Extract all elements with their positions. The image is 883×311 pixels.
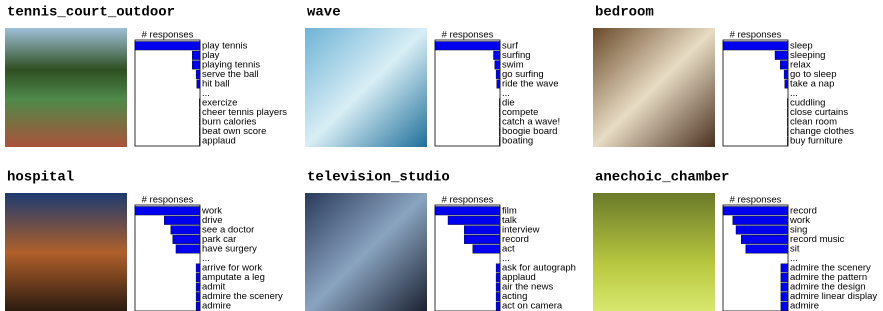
chart-frame: [435, 40, 500, 146]
bar: [781, 292, 788, 301]
bar: [199, 99, 200, 108]
bar: [435, 42, 500, 51]
bar: [464, 226, 500, 235]
bar: [499, 127, 500, 136]
axis-label: # responses: [442, 30, 494, 41]
category-label: act on camera: [502, 301, 563, 311]
panel-title: anechoic_chamber: [595, 170, 729, 186]
bar: [173, 235, 200, 244]
bar: [192, 51, 200, 60]
category-label: have surgery: [202, 243, 257, 254]
photo: [593, 28, 715, 147]
bar: [473, 245, 500, 254]
figure: tennis_court_outdoor# responsesplay tenn…: [0, 0, 883, 311]
bar: [741, 235, 788, 244]
panel-title: television_studio: [307, 170, 450, 186]
bar: [775, 51, 788, 60]
bar: [787, 108, 788, 117]
bar: [196, 302, 200, 311]
bar: [135, 42, 200, 51]
photo: [5, 193, 127, 311]
bar: [495, 61, 500, 70]
bar: [733, 216, 788, 225]
bar: [494, 51, 501, 60]
photo: [305, 193, 427, 311]
bar: [199, 137, 200, 146]
bar: [496, 70, 500, 79]
axis-label: # responses: [142, 30, 194, 41]
photo: [305, 28, 427, 147]
category-label: buy furniture: [790, 136, 843, 147]
bar: [496, 264, 500, 273]
panel-title: hospital: [7, 170, 74, 186]
bar: [499, 137, 500, 146]
bar: [199, 118, 200, 127]
bar: [192, 61, 200, 70]
bar: [196, 70, 200, 79]
photo: [593, 193, 715, 311]
bar: [787, 118, 788, 127]
bar: [780, 61, 788, 70]
category-label: admire: [202, 301, 231, 311]
category-label: admire: [790, 301, 819, 311]
bar: [448, 216, 500, 225]
panel-title: bedroom: [595, 5, 654, 21]
bar: [496, 292, 500, 301]
bar: [171, 226, 200, 235]
bar: [196, 292, 200, 301]
bar: [176, 245, 200, 254]
bar: [787, 99, 788, 108]
bar: [197, 80, 200, 89]
panel-title: wave: [307, 5, 341, 21]
bar: [787, 127, 788, 136]
bar: [781, 264, 788, 273]
bar: [736, 226, 788, 235]
bar: [196, 273, 200, 282]
bar: [781, 302, 788, 311]
bar: [496, 302, 500, 311]
bar: [135, 207, 200, 216]
bar: [499, 108, 500, 117]
photo: [5, 28, 127, 147]
bar: [723, 207, 788, 216]
bar: [164, 216, 200, 225]
category-label: boating: [502, 136, 533, 147]
axis-label: # responses: [442, 195, 494, 206]
page: tennis_court_outdoor# responsesplay tenn…: [0, 0, 883, 311]
bar: [464, 235, 500, 244]
bar: [199, 127, 200, 136]
bar: [435, 207, 500, 216]
axis-label: # responses: [142, 195, 194, 206]
bar: [496, 283, 500, 292]
bar: [746, 245, 788, 254]
bar: [723, 42, 788, 51]
bar: [497, 80, 500, 89]
bar: [496, 273, 500, 282]
chart-frame: [135, 40, 200, 146]
panel-title: tennis_court_outdoor: [7, 5, 175, 21]
bar: [785, 80, 788, 89]
bar: [499, 118, 500, 127]
bar: [781, 273, 788, 282]
bar: [499, 99, 500, 108]
bar: [199, 108, 200, 117]
bar: [196, 264, 200, 273]
bar: [784, 70, 788, 79]
bar: [787, 137, 788, 146]
category-label: applaud: [202, 136, 236, 147]
axis-label: # responses: [730, 30, 782, 41]
category-label: ride the wave: [502, 78, 559, 89]
bar: [196, 283, 200, 292]
bar: [781, 283, 788, 292]
axis-label: # responses: [730, 195, 782, 206]
